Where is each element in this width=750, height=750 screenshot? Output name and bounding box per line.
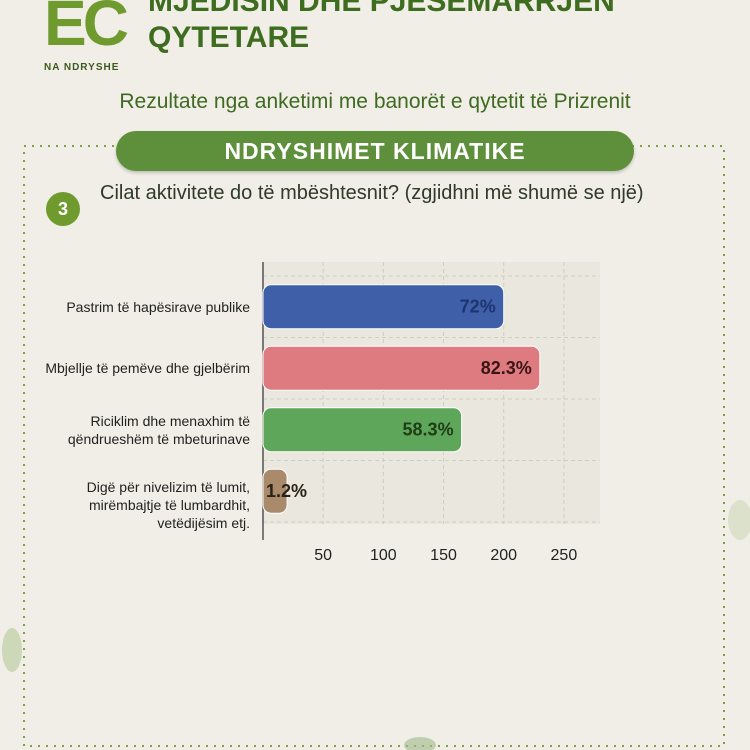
subtitle: Rezultate nga anketimi me banorët e qyte… <box>119 90 631 113</box>
title: MJEDISIN DHE PJESËMARRJEN QYTETARE <box>148 0 615 54</box>
leaf <box>2 628 22 672</box>
x-tick-label: 150 <box>430 547 457 564</box>
bar <box>262 468 288 514</box>
category-label: Mbjellje të pemëve dhe gjelbërim <box>45 360 250 377</box>
value-label: 1.2% <box>266 481 307 501</box>
leaf <box>404 737 436 750</box>
bar <box>262 407 463 453</box>
category-label: Pastrim të hapësirave publike <box>66 298 250 315</box>
logo-subtitle: NA NDRYSHE <box>44 62 120 73</box>
x-tick-label: 100 <box>370 547 397 564</box>
x-tick-label: 250 <box>551 547 578 564</box>
x-tick-label: 200 <box>490 547 517 564</box>
category-label: Riciklim dhe menaxhim të qëndrueshëm të … <box>67 412 250 447</box>
value-label: 58.3% <box>403 420 454 440</box>
category-label: Digë për nivelizim të lumit, mirëmbajtje… <box>86 479 250 532</box>
logo: EC <box>44 0 129 59</box>
bar <box>262 284 505 330</box>
value-label: 72% <box>460 297 496 317</box>
question: Cilat aktivitete do të mbështesnit? (zgj… <box>100 182 644 204</box>
value-label: 82.3% <box>481 358 532 378</box>
question-number: 3 <box>46 192 80 226</box>
leaf <box>728 500 750 540</box>
banner: NDRYSHIMET KLIMATIKE <box>116 131 634 171</box>
dotted-frame <box>23 145 725 747</box>
bar <box>262 345 541 391</box>
x-tick-label: 50 <box>314 547 332 564</box>
